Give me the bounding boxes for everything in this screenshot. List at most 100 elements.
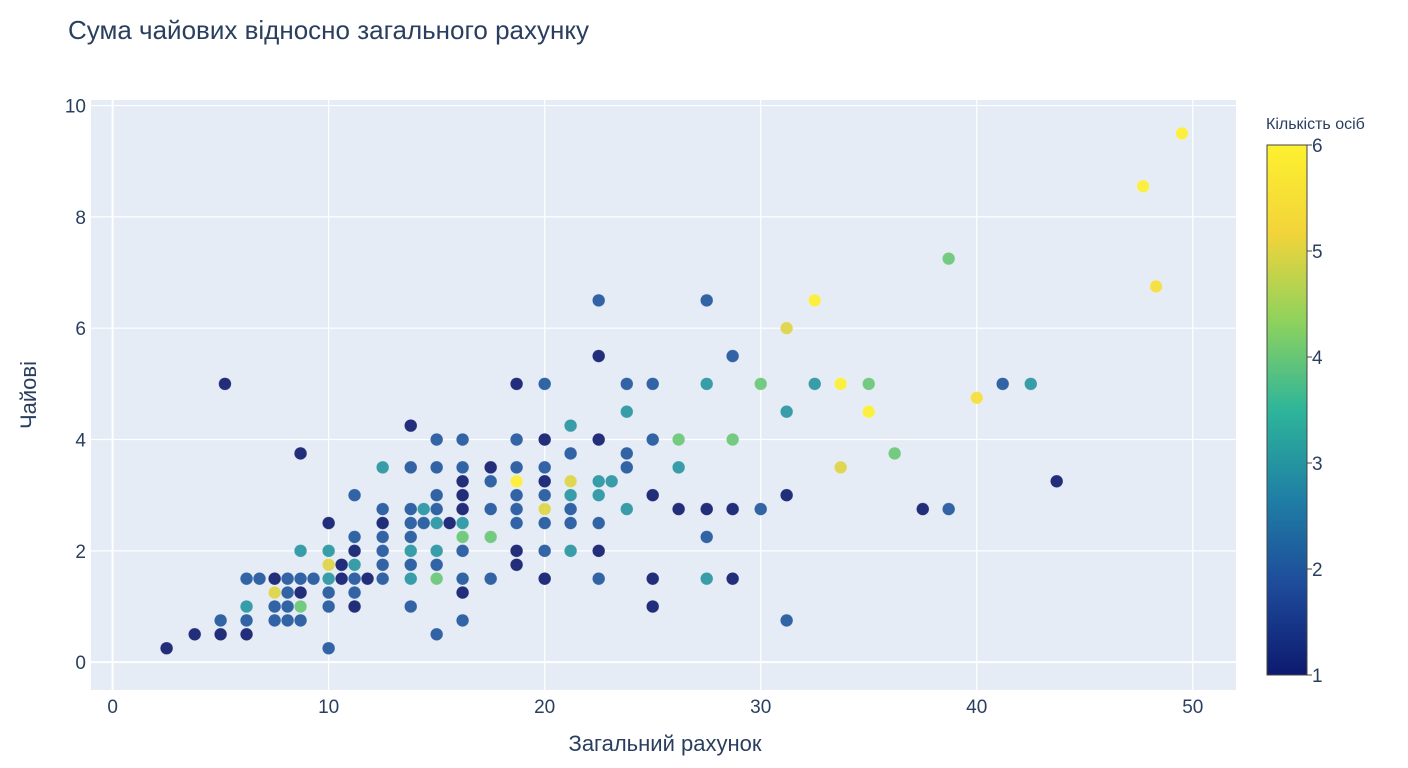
data-point (360, 572, 375, 586)
data-point (348, 599, 362, 614)
data-point (510, 488, 524, 502)
data-point (996, 377, 1010, 391)
data-point (376, 544, 390, 558)
plot-area (91, 100, 1236, 690)
data-point (592, 488, 606, 502)
data-point (404, 419, 418, 433)
data-point (538, 488, 552, 502)
data-point (376, 572, 390, 586)
data-point (510, 558, 524, 572)
data-point (510, 460, 524, 474)
data-point (510, 377, 524, 391)
data-point (456, 530, 470, 544)
data-point (218, 377, 232, 391)
data-point (322, 599, 336, 614)
chart-title: Сума чайових відносно загального рахунку (68, 15, 589, 45)
data-point (564, 419, 578, 433)
data-point (484, 530, 498, 544)
data-point (592, 432, 606, 447)
data-point (592, 293, 606, 307)
data-point (456, 516, 470, 530)
x-axis-ticks: 0 10 20 30 40 50 (107, 697, 1203, 718)
data-point (322, 572, 336, 586)
data-point (754, 502, 768, 516)
data-point (780, 488, 794, 502)
colorbar-tick-label: 5 (1312, 242, 1323, 263)
data-point (620, 405, 634, 419)
data-point (726, 502, 740, 516)
data-point (726, 432, 740, 447)
data-point (1136, 179, 1150, 193)
data-point (430, 572, 444, 586)
data-point (188, 627, 202, 641)
data-point (564, 516, 578, 530)
colorbar (1266, 144, 1308, 676)
data-point (862, 405, 876, 419)
data-point (239, 613, 254, 627)
data-point (726, 349, 740, 363)
data-point (538, 474, 552, 488)
data-point (294, 613, 308, 627)
data-point (970, 391, 984, 405)
data-point (443, 516, 457, 530)
data-point (294, 544, 308, 558)
data-point (430, 558, 444, 572)
data-point (510, 516, 524, 530)
y-tick-label: 6 (75, 319, 86, 340)
data-point (348, 572, 362, 586)
data-point (1024, 377, 1038, 391)
data-point (510, 502, 524, 516)
data-point (322, 641, 336, 655)
x-tick-label: 0 (107, 697, 118, 718)
data-point (700, 572, 714, 586)
data-point (564, 502, 578, 516)
data-point (239, 599, 254, 614)
data-point (214, 613, 228, 627)
data-point (417, 516, 431, 530)
data-point (1175, 126, 1189, 140)
data-point (808, 377, 822, 391)
data-point (538, 572, 552, 586)
data-point (348, 530, 362, 544)
x-tick-label: 50 (1182, 697, 1203, 718)
x-tick-label: 40 (966, 697, 987, 718)
data-point (404, 530, 418, 544)
y-axis-ticks: 0 2 4 6 8 10 (65, 97, 87, 675)
data-point (294, 586, 308, 600)
y-tick-label: 10 (65, 97, 86, 118)
data-point (430, 432, 444, 447)
data-point (592, 572, 606, 586)
data-point (294, 446, 308, 460)
data-point (510, 432, 524, 447)
data-point (672, 460, 686, 474)
colorbar-tick-label: 4 (1312, 348, 1323, 369)
data-point (335, 558, 349, 572)
data-point (404, 502, 418, 516)
data-point (404, 544, 418, 558)
data-point (942, 252, 956, 266)
y-tick-label: 0 (75, 653, 86, 674)
data-point (538, 377, 552, 391)
data-point (376, 530, 390, 544)
data-point (430, 516, 444, 530)
data-point (620, 502, 634, 516)
data-point (268, 572, 282, 586)
data-point (268, 613, 282, 627)
data-point (294, 572, 308, 586)
data-point (281, 599, 295, 614)
data-point (538, 502, 552, 516)
data-point (592, 349, 606, 363)
data-point (1149, 279, 1163, 294)
data-point (348, 558, 362, 572)
data-point (646, 599, 660, 614)
data-point (456, 572, 470, 586)
data-point (672, 502, 686, 516)
y-axis-label: Чайові (16, 361, 41, 429)
data-point (214, 627, 228, 641)
data-point (281, 572, 295, 586)
data-point (404, 460, 418, 474)
x-tick-label: 10 (318, 697, 339, 718)
colorbar-tick-label: 6 (1312, 136, 1323, 157)
data-point (281, 613, 295, 627)
data-point (456, 544, 470, 558)
